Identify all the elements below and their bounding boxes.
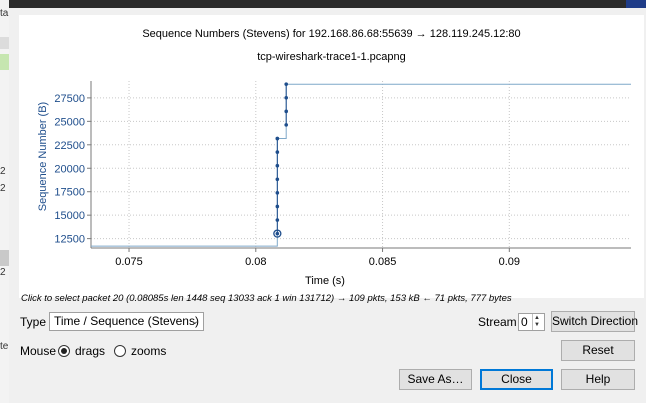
x-tick-label: 0.075 — [115, 256, 143, 268]
y-axis-label: Sequence Number (B) — [37, 102, 49, 211]
sequence-chart[interactable]: 0.075 0.08 0.085 0.09 12500 15000 17500 20000 22… — [19, 15, 644, 298]
spin-up-icon[interactable]: ▲ — [534, 315, 540, 321]
data-point — [275, 231, 280, 236]
zooms-label[interactable]: zooms — [131, 344, 167, 358]
y-tick-label: 17500 — [54, 187, 85, 199]
spin-down-icon[interactable]: ▼ — [534, 322, 540, 328]
drags-label[interactable]: drags — [75, 344, 106, 358]
plot-area[interactable]: Sequence Numbers (Stevens) for 192.168.8… — [19, 15, 644, 298]
drags-radio[interactable] — [58, 345, 70, 357]
data-point — [275, 191, 280, 195]
data-point — [275, 218, 280, 222]
status-hint: Click to select packet 20 (0.08085s len … — [21, 293, 512, 304]
bg-fragment: ta — [0, 8, 9, 19]
x-tick-label: 0.09 — [499, 256, 520, 268]
bg-row — [0, 37, 9, 49]
data-point — [284, 123, 289, 127]
x-tick-label: 0.08 — [245, 256, 266, 268]
help-button[interactable]: Help — [561, 369, 635, 390]
stream-spin-buttons[interactable]: ▲ ▼ — [532, 314, 544, 330]
type-select-value: Time / Sequence (Stevens) — [54, 314, 199, 328]
data-point — [284, 82, 289, 86]
title-bar-accent — [626, 0, 646, 8]
stream-label: Stream — [478, 315, 517, 329]
data-point — [275, 177, 280, 182]
mouse-label: Mouse — [20, 344, 57, 358]
bg-row-green — [0, 54, 9, 70]
data-point — [275, 136, 280, 141]
stream-spinbox[interactable]: 0 ▲ ▼ — [518, 313, 545, 331]
close-button[interactable]: Close — [480, 369, 553, 390]
data-point — [284, 109, 289, 114]
bg-fragment: 2 — [0, 183, 6, 194]
y-tick-label: 15000 — [54, 210, 85, 222]
type-select[interactable]: Time / Sequence (Stevens) ⌄ — [49, 312, 204, 331]
selected-point-ring — [273, 229, 282, 238]
bg-fragment: 2 — [0, 267, 6, 278]
data-point — [275, 150, 280, 154]
chevron-down-icon: ⌄ — [190, 316, 199, 327]
type-label: Type — [20, 315, 47, 329]
x-axis-label: Time (s) — [305, 275, 345, 287]
switch-direction-button[interactable]: Switch Direction — [551, 311, 638, 332]
x-tick-label: 0.085 — [369, 256, 397, 268]
y-tick-label: 12500 — [54, 234, 85, 246]
bg-fragment: 2 — [0, 166, 6, 177]
stream-value: 0 — [521, 315, 528, 329]
plot-subtitle: tcp-wireshark-trace1-1.pcapng — [257, 51, 406, 63]
y-tick-label: 27500 — [54, 93, 85, 105]
bg-row-gray — [0, 250, 9, 266]
y-tick-label: 20000 — [54, 163, 85, 175]
window-line — [91, 83, 631, 247]
reset-button[interactable]: Reset — [561, 340, 635, 361]
save-as-button[interactable]: Save As… — [399, 369, 472, 390]
data-point — [275, 163, 280, 168]
tcp-stream-graph-dialog: Sequence Numbers (Stevens) for 192.168.8… — [9, 8, 646, 403]
y-tick-label: 22500 — [54, 140, 85, 152]
bg-fragment: te — [0, 341, 9, 352]
window-title-bar — [9, 0, 646, 8]
y-tick-label: 25000 — [54, 116, 85, 128]
zooms-radio[interactable] — [114, 345, 126, 357]
data-point — [275, 204, 280, 209]
data-point — [284, 95, 289, 100]
plot-title: Sequence Numbers (Stevens) for 192.168.8… — [142, 28, 521, 40]
